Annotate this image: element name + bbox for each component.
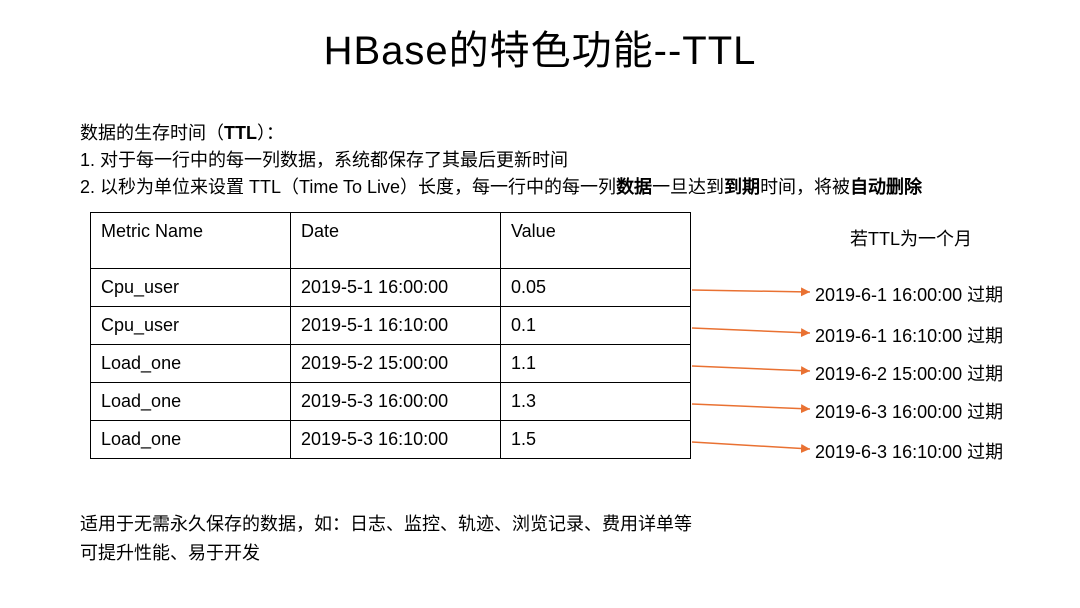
right-title: 若TTL为一个月: [850, 225, 972, 251]
cell: 1.3: [501, 383, 691, 421]
intro-heading-a: 数据的生存时间（: [80, 123, 224, 143]
cell: 2019-5-3 16:00:00: [291, 383, 501, 421]
intro-line-2: 2. 以秒为单位来设置 TTL（Time To Live）长度，每一行中的每一列…: [80, 174, 922, 201]
footer-line-1: 适用于无需永久保存的数据，如：日志、监控、轨迹、浏览记录、费用详单等: [80, 510, 692, 539]
cell: 0.05: [501, 269, 691, 307]
intro-heading-tail: ）：: [257, 123, 284, 143]
footer-block: 适用于无需永久保存的数据，如：日志、监控、轨迹、浏览记录、费用详单等 可提升性能…: [80, 510, 692, 568]
col-header-date: Date: [291, 213, 501, 269]
intro-2d: 到期: [724, 177, 760, 197]
slide-title: HBase的特色功能--TTL: [0, 0, 1080, 76]
intro-line-1: 1. 对于每一行中的每一列数据，系统都保存了其最后更新时间: [80, 147, 922, 174]
cell: 1.5: [501, 421, 691, 459]
cell: 2019-5-3 16:10:00: [291, 421, 501, 459]
expiry-label: 2019-6-1 16:00:00 过期: [815, 281, 1003, 307]
table-header-row: Metric Name Date Value: [91, 213, 691, 269]
intro-heading: 数据的生存时间（TTL）：: [80, 120, 922, 147]
footer-line-2: 可提升性能、易于开发: [80, 539, 692, 568]
intro-2e: 时间，将被: [760, 177, 850, 197]
cell: 2019-5-1 16:00:00: [291, 269, 501, 307]
cell: Cpu_user: [91, 269, 291, 307]
expiry-label: 2019-6-3 16:00:00 过期: [815, 398, 1003, 424]
expiry-label: 2019-6-1 16:10:00 过期: [815, 322, 1003, 348]
intro-2f: 自动删除: [850, 177, 922, 197]
arrow-line: [692, 366, 810, 371]
arrow-line: [692, 328, 810, 333]
cell: 2019-5-1 16:10:00: [291, 307, 501, 345]
table-row: Cpu_user 2019-5-1 16:00:00 0.05: [91, 269, 691, 307]
table-row: Load_one 2019-5-2 15:00:00 1.1: [91, 345, 691, 383]
arrow-line: [692, 442, 810, 449]
cell: Load_one: [91, 383, 291, 421]
cell: 0.1: [501, 307, 691, 345]
intro-heading-bold: TTL: [224, 123, 257, 143]
slide: HBase的特色功能--TTL 数据的生存时间（TTL）： 1. 对于每一行中的…: [0, 0, 1080, 608]
table-row: Load_one 2019-5-3 16:00:00 1.3: [91, 383, 691, 421]
intro-2b: 数据: [616, 177, 652, 197]
arrow-line: [692, 290, 810, 292]
table-row: Load_one 2019-5-3 16:10:00 1.5: [91, 421, 691, 459]
cell: 2019-5-2 15:00:00: [291, 345, 501, 383]
table-row: Cpu_user 2019-5-1 16:10:00 0.1: [91, 307, 691, 345]
cell: Cpu_user: [91, 307, 291, 345]
expiry-label: 2019-6-3 16:10:00 过期: [815, 438, 1003, 464]
intro-2a: 2. 以秒为单位来设置 TTL（Time To Live）长度，每一行中的每一列: [80, 177, 616, 197]
cell: 1.1: [501, 345, 691, 383]
intro-2c: 一旦达到: [652, 177, 724, 197]
intro-block: 数据的生存时间（TTL）： 1. 对于每一行中的每一列数据，系统都保存了其最后更…: [80, 120, 922, 201]
col-header-metric: Metric Name: [91, 213, 291, 269]
arrow-line: [692, 404, 810, 409]
data-table: Metric Name Date Value Cpu_user 2019-5-1…: [90, 212, 691, 459]
data-table-wrap: Metric Name Date Value Cpu_user 2019-5-1…: [90, 212, 691, 459]
expiry-label: 2019-6-2 15:00:00 过期: [815, 360, 1003, 386]
cell: Load_one: [91, 421, 291, 459]
col-header-value: Value: [501, 213, 691, 269]
cell: Load_one: [91, 345, 291, 383]
